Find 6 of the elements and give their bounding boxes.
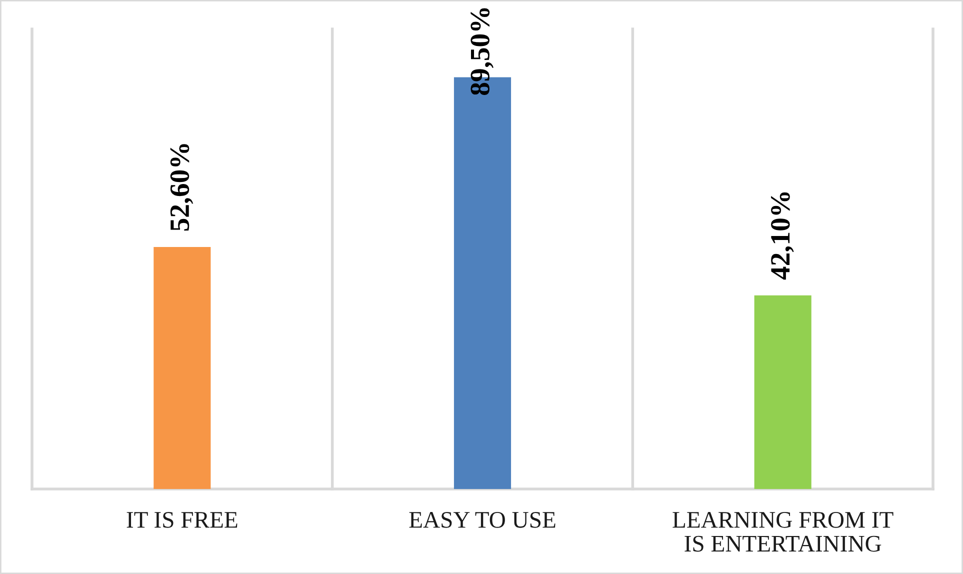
x-tick-label: EASY TO USE (409, 512, 556, 528)
data-label: 42,10% (771, 192, 794, 280)
data-label: 89,50% (470, 8, 494, 95)
x-tick-label: LEARNING FROM IT IS ENTERTAINING (672, 512, 894, 552)
x-tick-label: IT IS FREE (126, 512, 238, 528)
data-label: 52,60% (170, 144, 194, 231)
